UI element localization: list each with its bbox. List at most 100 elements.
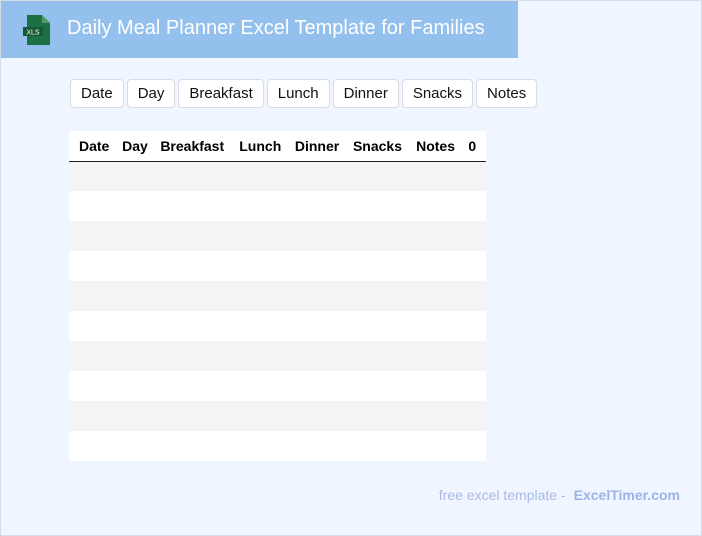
svg-text:XLS: XLS bbox=[26, 30, 40, 37]
table-cell[interactable] bbox=[458, 191, 486, 221]
table-cell[interactable] bbox=[112, 431, 150, 461]
day-button[interactable]: Day bbox=[126, 79, 176, 108]
table-cell[interactable] bbox=[284, 161, 343, 191]
table-cell[interactable] bbox=[150, 401, 230, 431]
table-cell[interactable] bbox=[112, 281, 151, 311]
table-cell[interactable] bbox=[112, 251, 150, 281]
table-cell[interactable] bbox=[229, 251, 285, 281]
table-cell[interactable] bbox=[150, 371, 229, 401]
notes-button[interactable]: Notes bbox=[476, 79, 538, 108]
table-cell[interactable] bbox=[229, 191, 285, 221]
table-cell[interactable] bbox=[69, 431, 112, 461]
table-cell[interactable] bbox=[342, 341, 407, 371]
table-cell[interactable] bbox=[229, 161, 285, 191]
lunch-button[interactable]: Lunch bbox=[266, 79, 330, 108]
table-cell[interactable] bbox=[229, 341, 285, 371]
table-cell[interactable] bbox=[69, 251, 112, 281]
table-cell[interactable] bbox=[69, 371, 112, 401]
table-cell[interactable] bbox=[285, 251, 343, 281]
col-breakfast: Breakfast bbox=[150, 131, 230, 162]
table-cell[interactable] bbox=[229, 371, 285, 401]
column-button-bar: Date Day Breakfast Lunch Dinner Snacks N… bbox=[70, 79, 538, 108]
table-cell[interactable] bbox=[406, 341, 459, 371]
table-cell[interactable] bbox=[458, 311, 486, 341]
dinner-button[interactable]: Dinner bbox=[332, 79, 399, 108]
table-cell[interactable] bbox=[406, 311, 458, 341]
table-cell[interactable] bbox=[69, 221, 113, 251]
table-cell[interactable] bbox=[458, 341, 486, 371]
table-cell[interactable] bbox=[229, 311, 285, 341]
table-row bbox=[69, 161, 486, 191]
table-cell[interactable] bbox=[343, 251, 406, 281]
table-cell[interactable] bbox=[150, 221, 230, 251]
table-cell[interactable] bbox=[406, 371, 458, 401]
table-cell[interactable] bbox=[229, 401, 285, 431]
table-cell[interactable] bbox=[150, 161, 230, 191]
table-cell[interactable] bbox=[112, 221, 151, 251]
table-cell[interactable] bbox=[458, 401, 486, 431]
table-cell[interactable] bbox=[285, 191, 343, 221]
table-cell[interactable] bbox=[69, 191, 112, 221]
table-cell[interactable] bbox=[458, 371, 486, 401]
table-cell[interactable] bbox=[284, 221, 343, 251]
table-cell[interactable] bbox=[112, 371, 150, 401]
table-cell[interactable] bbox=[406, 401, 459, 431]
table-cell[interactable] bbox=[284, 401, 343, 431]
table-cell[interactable] bbox=[406, 431, 458, 461]
table-row bbox=[69, 221, 486, 251]
table-cell[interactable] bbox=[285, 371, 343, 401]
page-title: Daily Meal Planner Excel Template for Fa… bbox=[67, 17, 485, 39]
table-cell[interactable] bbox=[406, 251, 458, 281]
table-cell[interactable] bbox=[458, 221, 486, 251]
header-banner: XLS Daily Meal Planner Excel Template fo… bbox=[1, 1, 518, 58]
table-cell[interactable] bbox=[342, 281, 407, 311]
table-cell[interactable] bbox=[150, 251, 229, 281]
table-cell[interactable] bbox=[150, 431, 229, 461]
table-cell[interactable] bbox=[343, 311, 406, 341]
table-cell[interactable] bbox=[112, 191, 150, 221]
table-cell[interactable] bbox=[150, 191, 229, 221]
table-cell[interactable] bbox=[458, 251, 486, 281]
table-cell[interactable] bbox=[284, 281, 343, 311]
table-cell[interactable] bbox=[406, 221, 459, 251]
table-cell[interactable] bbox=[112, 311, 150, 341]
table-cell[interactable] bbox=[150, 341, 230, 371]
table-cell[interactable] bbox=[69, 311, 112, 341]
table-cell[interactable] bbox=[69, 341, 113, 371]
table-cell[interactable] bbox=[112, 401, 151, 431]
table-cell[interactable] bbox=[150, 311, 229, 341]
table-cell[interactable] bbox=[229, 431, 285, 461]
table-cell[interactable] bbox=[229, 221, 285, 251]
snacks-button[interactable]: Snacks bbox=[401, 79, 474, 108]
table-cell[interactable] bbox=[342, 401, 407, 431]
table-row bbox=[69, 311, 486, 341]
table-cell[interactable] bbox=[343, 371, 406, 401]
table-cell[interactable] bbox=[343, 191, 406, 221]
table-cell[interactable] bbox=[406, 281, 459, 311]
table-cell[interactable] bbox=[342, 161, 407, 191]
table-cell[interactable] bbox=[406, 161, 459, 191]
table-cell[interactable] bbox=[150, 281, 230, 311]
table-cell[interactable] bbox=[458, 161, 486, 191]
table-cell[interactable] bbox=[112, 161, 151, 191]
breakfast-button[interactable]: Breakfast bbox=[178, 79, 264, 108]
table-cell[interactable] bbox=[343, 431, 406, 461]
table-cell[interactable] bbox=[458, 281, 486, 311]
date-button[interactable]: Date bbox=[70, 79, 124, 108]
table-cell[interactable] bbox=[285, 431, 343, 461]
footer-brand-link[interactable]: ExcelTimer.com bbox=[573, 487, 680, 503]
table-cell[interactable] bbox=[284, 341, 343, 371]
col-0: 0 bbox=[458, 131, 486, 162]
table-cell[interactable] bbox=[112, 341, 151, 371]
table-cell[interactable] bbox=[458, 431, 486, 461]
table-cell[interactable] bbox=[69, 161, 113, 191]
table-cell[interactable] bbox=[229, 281, 285, 311]
table-cell[interactable] bbox=[69, 281, 113, 311]
table-cell[interactable] bbox=[69, 401, 113, 431]
table-cell[interactable] bbox=[285, 311, 343, 341]
footer: free excel template - ExcelTimer.com bbox=[439, 487, 680, 503]
table-row bbox=[69, 191, 486, 221]
table-cell[interactable] bbox=[342, 221, 407, 251]
meal-table: Date Day Breakfast Lunch Dinner Snacks N… bbox=[69, 131, 486, 461]
table-cell[interactable] bbox=[406, 191, 458, 221]
